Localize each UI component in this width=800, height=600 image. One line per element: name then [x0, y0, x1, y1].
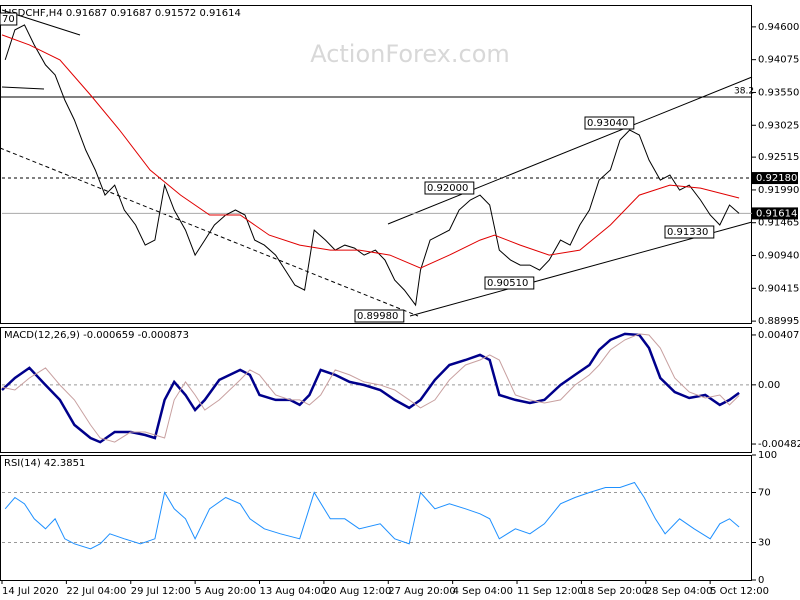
trendline	[1, 86, 45, 90]
y-tick-label: 0.94600	[758, 22, 799, 33]
x-tick-label: 20 Aug 12:00	[324, 586, 391, 597]
y-tick-label: 0.88995	[758, 316, 799, 327]
annotation: 0.93040	[587, 118, 628, 129]
annotation: 38.2	[734, 87, 754, 97]
macd-panel	[0, 327, 752, 453]
x-tick-label: 18 Sep 20:00	[581, 586, 648, 597]
annotation-box	[484, 276, 535, 290]
annotation-box	[424, 181, 475, 195]
x-tick-label: 14 Jul 2020	[2, 586, 59, 597]
annotation-box	[354, 309, 405, 323]
series-line	[4, 24, 740, 307]
x-tick-label: 4 Sep 04:00	[453, 586, 513, 597]
macd-title: MACD(12,26,9) -0.000659 -0.000873	[4, 330, 189, 341]
y-tick-label: 0.93025	[758, 120, 799, 131]
series-line	[1, 332, 740, 444]
y-tick-label: 0.90415	[758, 283, 799, 294]
series-line	[4, 481, 740, 550]
rsi-panel	[0, 455, 752, 581]
x-tick-label: 11 Sep 12:00	[517, 586, 584, 597]
x-tick-label: 13 Aug 04:00	[260, 586, 327, 597]
annotation-box	[664, 225, 715, 239]
y-tick-label: 100	[758, 450, 777, 461]
y-tick-label: 0.94075	[758, 55, 799, 66]
x-tick-label: 5 Aug 20:00	[195, 586, 256, 597]
y-tick-label: 30	[758, 538, 771, 549]
trendline	[0, 147, 419, 317]
annotation: 0.92000	[427, 183, 468, 194]
annotation-box	[584, 116, 635, 130]
series-line	[1, 34, 740, 269]
watermark: ActionForex.com	[310, 40, 510, 68]
x-tick-label: 28 Sep 04:00	[646, 586, 713, 597]
y-tick-label: 0.93550	[758, 87, 799, 98]
price-label-box	[752, 207, 798, 220]
rsi-title: RSI(14) 42.3851	[4, 458, 85, 469]
y-tick-label: 0.90940	[758, 251, 799, 262]
price-label: 0.92180	[756, 173, 797, 184]
y-tick-label: 0.004071	[758, 330, 800, 341]
price-panel	[0, 5, 752, 324]
chart-title: USDCHF,H4 0.91687 0.91687 0.91572 0.9161…	[4, 8, 241, 19]
annotation: 0.89980	[357, 311, 398, 322]
series-line	[1, 333, 740, 443]
y-tick-label: 0.91465	[758, 218, 799, 229]
y-tick-label: -0.004829	[758, 439, 800, 450]
channel-line	[387, 76, 753, 225]
x-tick-label: 22 Jul 04:00	[66, 586, 126, 597]
price-label-box	[752, 172, 798, 185]
x-tick-label: 5 Oct 12:00	[710, 586, 769, 597]
y-tick-label: 70	[758, 488, 771, 499]
y-tick-label: 0.91990	[758, 185, 799, 196]
price-label: 0.91614	[756, 208, 797, 219]
x-tick-label: 29 Jul 12:00	[131, 586, 191, 597]
annotation: 0.90510	[487, 278, 528, 289]
y-tick-label: 0.92515	[758, 152, 799, 163]
annotation: 70	[2, 14, 15, 25]
y-tick-label: 0.00	[758, 380, 780, 391]
annotation: 0.91330	[667, 227, 708, 238]
annotation-box	[0, 12, 18, 26]
x-tick-label: 27 Aug 20:00	[388, 586, 455, 597]
y-tick-label: 0	[758, 575, 764, 586]
